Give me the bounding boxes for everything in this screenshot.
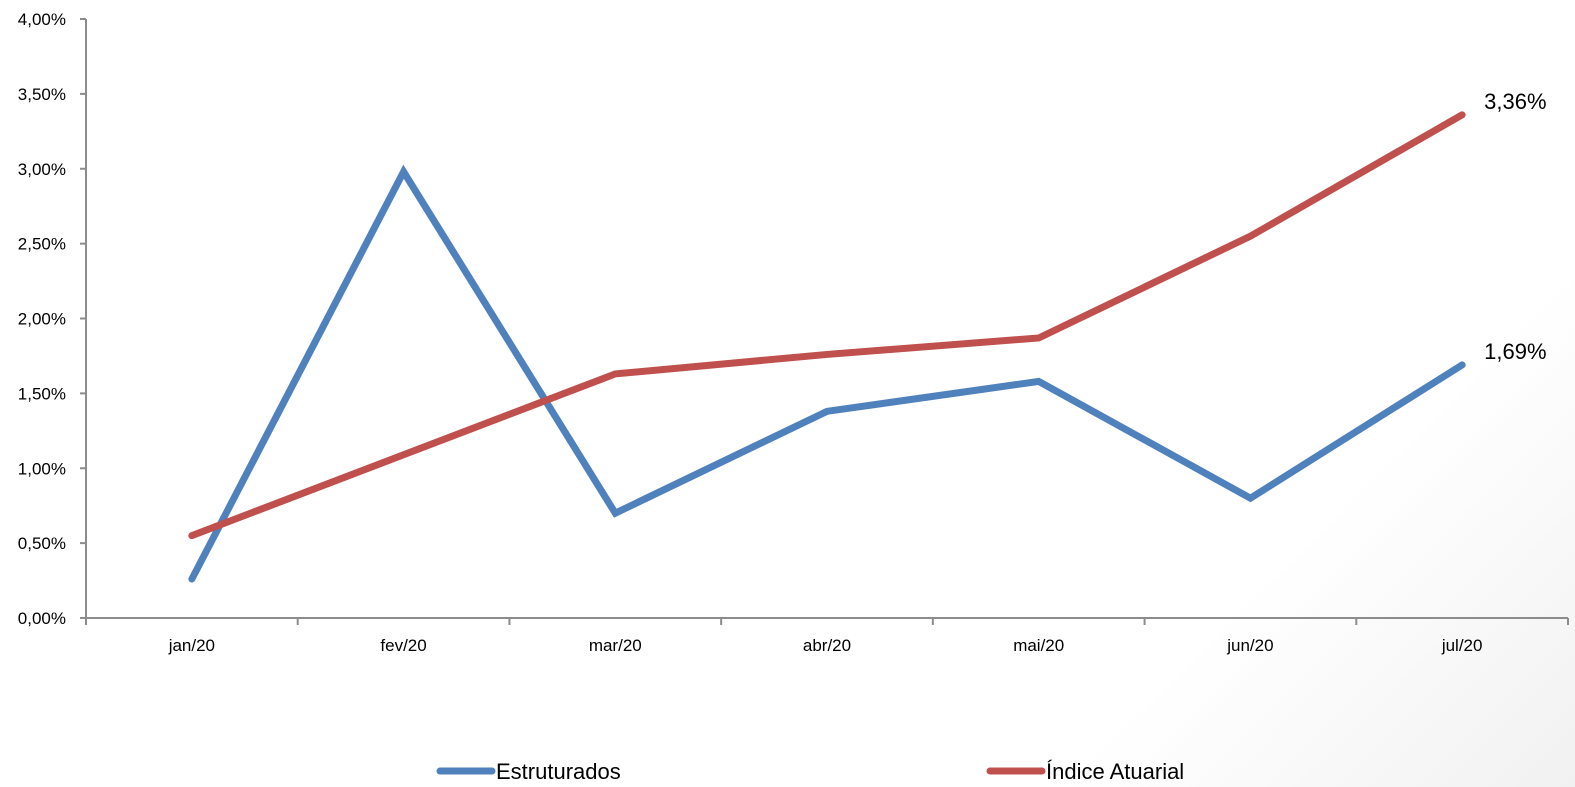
x-tick-label: jan/20 (168, 636, 215, 655)
y-axis-ticks: 0,00% 0,50% 1,00% 1,50% 2,00% 2,50% 3,00% 3,50%… (18, 10, 86, 628)
x-tick-label: jun/20 (1226, 636, 1273, 655)
y-tick-label: 1,50% (18, 384, 66, 403)
series-layer (188, 111, 1466, 583)
data-point (402, 453, 405, 456)
legend-label: Estruturados (496, 759, 621, 784)
data-point (614, 372, 617, 375)
y-tick-label: 3,50% (18, 85, 66, 104)
data-point (826, 353, 828, 356)
x-tick-label: abr/20 (803, 636, 851, 655)
y-tick-label: 0,50% (18, 534, 66, 553)
data-point (614, 512, 617, 515)
y-tick-label: 2,00% (18, 310, 66, 329)
end-labels: 1,69% 3,36% (1484, 89, 1546, 364)
chart-axes (85, 19, 1568, 619)
y-tick-label: 3,00% (18, 160, 66, 179)
series-line-indice-atuarial (188, 111, 1466, 540)
data-point (1461, 363, 1464, 366)
y-tick-label: 2,50% (18, 235, 66, 254)
x-tick-label: jul/20 (1441, 636, 1483, 655)
x-tick-label: mar/20 (589, 636, 642, 655)
series-line-estruturados (188, 164, 1466, 583)
data-point (826, 410, 828, 413)
y-tick-label: 4,00% (18, 10, 66, 29)
end-value-label: 1,69% (1484, 339, 1546, 364)
y-tick-label: 0,00% (18, 609, 66, 628)
data-point (1461, 113, 1464, 116)
legend: Estruturados Índice Atuarial (436, 759, 1184, 784)
legend-label: Índice Atuarial (1046, 759, 1184, 784)
data-point (1037, 336, 1040, 339)
end-value-label: 3,36% (1484, 89, 1546, 114)
x-axis-ticks: jan/20 fev/20 mar/20 abr/20 mai/20 jun/20 jul/… (85, 618, 1569, 655)
data-point (190, 534, 193, 537)
x-tick-label: fev/20 (380, 636, 426, 655)
data-point (1249, 235, 1252, 238)
data-point (402, 170, 405, 173)
x-tick-label: mai/20 (1013, 636, 1064, 655)
data-point (1037, 380, 1040, 383)
y-tick-label: 1,00% (18, 459, 66, 478)
data-point (190, 578, 193, 581)
data-point (1249, 497, 1252, 500)
